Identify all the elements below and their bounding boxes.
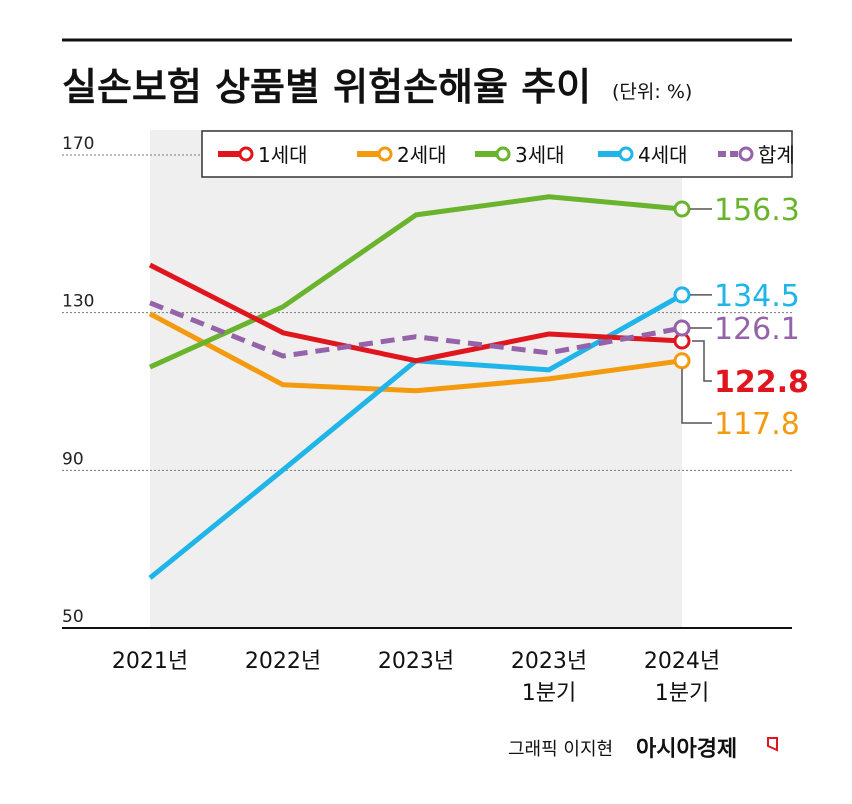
series-line [148, 262, 683, 364]
series-line [148, 311, 683, 394]
y-tick-label: 130 [62, 292, 94, 312]
label-connector [692, 340, 712, 382]
end-point-marker [673, 286, 691, 304]
x-tick-label: 2022년 [245, 649, 321, 674]
series-line [149, 300, 683, 359]
end-value-label: 134.5 [714, 279, 800, 314]
y-tick-label: 90 [62, 449, 84, 469]
series-line [148, 194, 683, 370]
legend-label: 1세대 [258, 143, 308, 167]
plot-background [150, 130, 682, 628]
x-tick-label: 1분기 [522, 681, 576, 706]
end-value-label: 156.3 [714, 193, 800, 228]
legend-label: 합계 [758, 143, 795, 167]
x-tick-label: 2023년 [378, 649, 454, 674]
unit-label: (단위: %) [612, 81, 692, 103]
legend-label: 2세대 [397, 143, 447, 167]
end-value-label: 126.1 [714, 312, 800, 347]
legend-marker [495, 146, 511, 162]
end-value-label: 117.8 [714, 407, 800, 442]
brand-mark-icon [767, 737, 778, 752]
end-point-marker [673, 352, 691, 370]
chart-title: 실손보험 상품별 위험손해율 추이 [62, 65, 591, 109]
y-tick-label: 50 [62, 607, 84, 627]
legend-label: 3세대 [515, 143, 565, 167]
credit-text: 그래픽 이지현 [508, 739, 613, 760]
y-tick-label: 170 [62, 134, 94, 154]
x-tick-label: 2023년 [511, 649, 587, 674]
legend-marker [238, 146, 254, 162]
label-connector [681, 368, 712, 424]
x-tick-label: 2021년 [112, 649, 188, 674]
x-tick-label: 1분기 [655, 681, 709, 706]
end-value-label: 122.8 [714, 365, 809, 400]
legend-marker [618, 146, 634, 162]
brand-logo: 아시아경제 [636, 737, 737, 762]
end-point-marker [673, 200, 691, 218]
legend-label: 4세대 [638, 143, 688, 167]
end-point-marker [673, 319, 691, 337]
legend-marker [377, 146, 393, 162]
x-tick-label: 2024년 [644, 649, 720, 674]
legend-marker [738, 146, 754, 162]
